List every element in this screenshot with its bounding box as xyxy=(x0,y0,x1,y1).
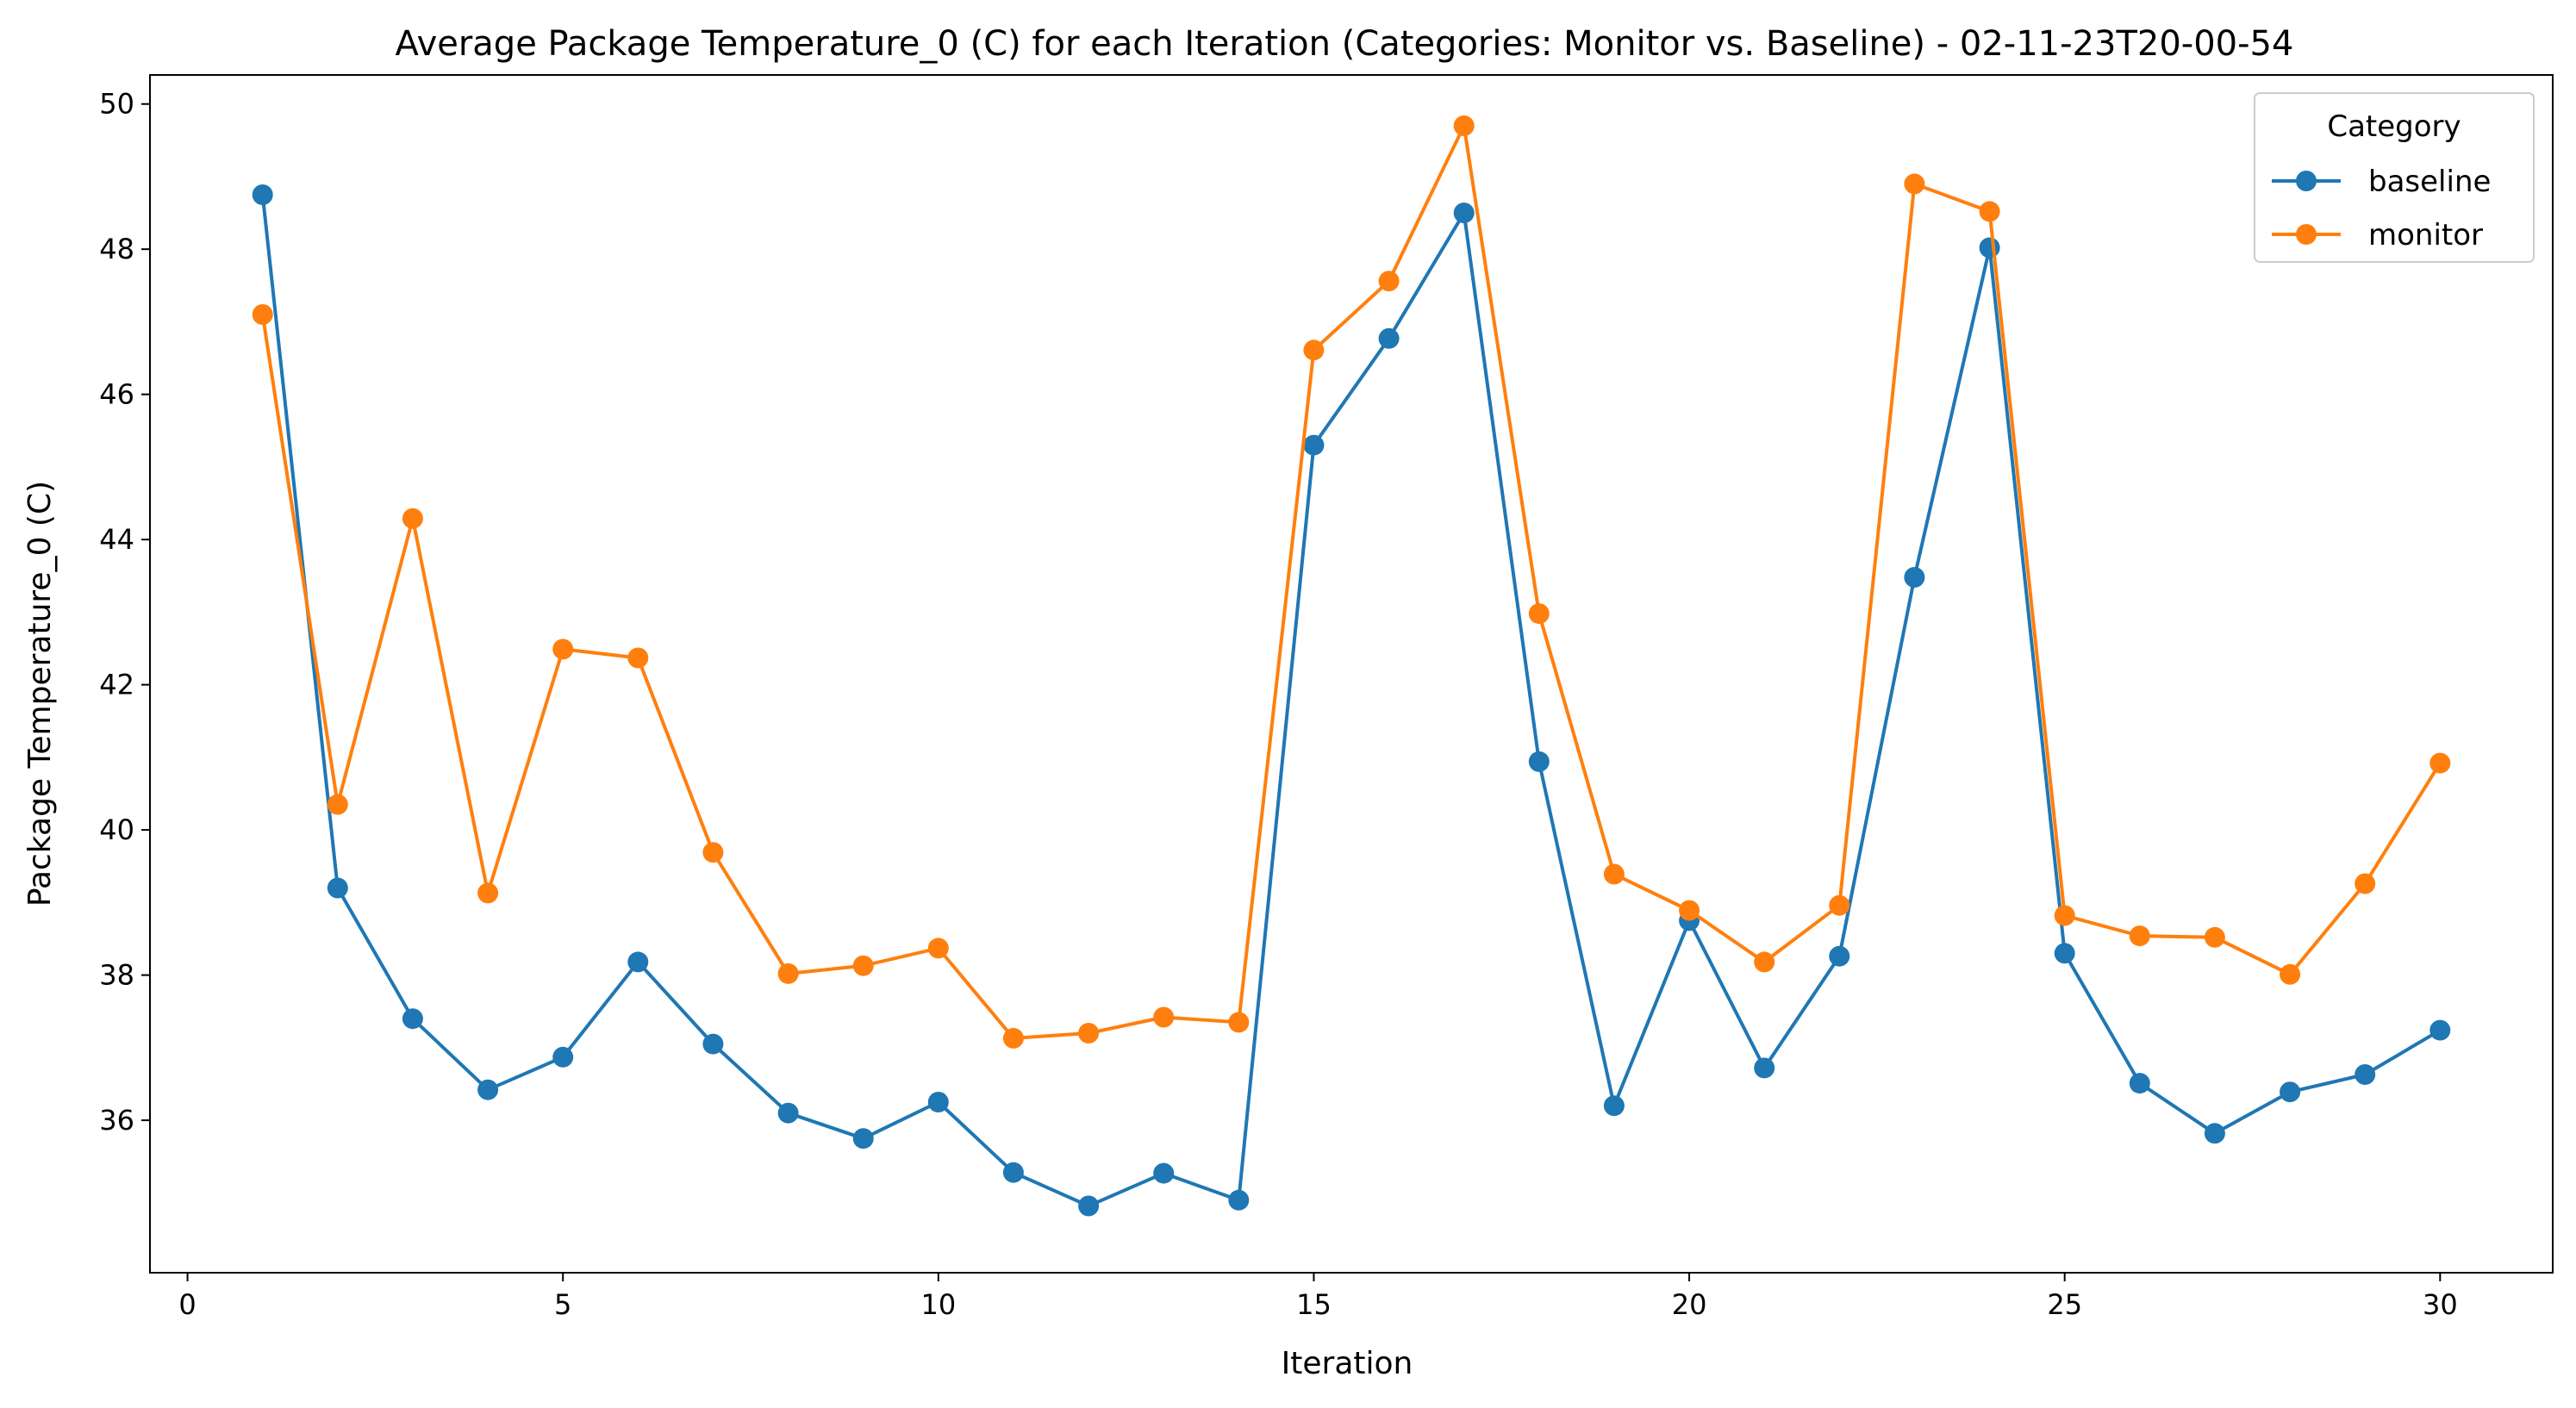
data-point-monitor xyxy=(252,304,273,325)
data-point-baseline xyxy=(552,1046,574,1068)
legend-marker-monitor xyxy=(2296,224,2317,245)
x-tick-label: 5 xyxy=(554,1288,571,1321)
data-point-monitor xyxy=(927,938,949,959)
data-point-monitor xyxy=(1002,1027,1024,1049)
axes-frame xyxy=(149,74,2554,1274)
data-point-baseline xyxy=(1378,327,1400,349)
x-tick-label: 30 xyxy=(2423,1288,2458,1321)
data-point-baseline xyxy=(1153,1162,1175,1184)
data-point-baseline xyxy=(1002,1162,1024,1183)
data-point-monitor xyxy=(2355,873,2376,894)
y-tick-label: 50 xyxy=(99,88,134,121)
data-point-monitor xyxy=(702,842,724,863)
x-tick-label: 15 xyxy=(1296,1288,1332,1321)
legend-title: Category xyxy=(2327,109,2461,144)
y-tick-label: 42 xyxy=(99,669,134,701)
x-tick-label: 20 xyxy=(1672,1288,1707,1321)
data-point-monitor xyxy=(627,647,649,669)
data-point-monitor xyxy=(2129,925,2150,947)
data-point-baseline xyxy=(2429,1019,2451,1041)
x-tick-label: 10 xyxy=(920,1288,956,1321)
data-point-monitor xyxy=(1979,201,2000,222)
legend-label-baseline: baseline xyxy=(2368,165,2491,199)
data-point-baseline xyxy=(1078,1195,1100,1217)
data-point-monitor xyxy=(1153,1006,1175,1028)
series-line-baseline xyxy=(260,194,2442,1208)
data-point-monitor xyxy=(2204,926,2225,948)
plot-area xyxy=(149,74,2554,1274)
y-tick-label: 46 xyxy=(99,378,134,411)
y-axis-title: Package Temperature_0 (C) xyxy=(22,481,58,906)
x-tick-label: 0 xyxy=(178,1288,196,1321)
y-tick-label: 48 xyxy=(99,233,134,265)
data-point-monitor xyxy=(852,955,874,976)
legend-label-monitor: monitor xyxy=(2368,218,2483,252)
data-point-monitor xyxy=(477,882,499,904)
data-point-baseline xyxy=(1829,945,1850,967)
x-axis-title: Iteration xyxy=(1282,1346,1413,1381)
data-point-baseline xyxy=(2280,1081,2301,1103)
data-point-baseline xyxy=(852,1128,874,1149)
data-point-monitor xyxy=(777,963,799,984)
x-axis: 0 5 10 15 20 25 30 xyxy=(178,1273,2458,1321)
data-point-baseline xyxy=(402,1008,423,1030)
data-point-baseline xyxy=(2129,1073,2150,1094)
data-point-monitor xyxy=(1754,951,1775,973)
data-point-baseline xyxy=(777,1102,799,1124)
data-point-monitor xyxy=(1378,271,1400,292)
data-point-baseline xyxy=(1453,202,1475,224)
data-point-baseline xyxy=(1603,1095,1625,1117)
y-tick-label: 40 xyxy=(99,813,134,846)
data-point-monitor xyxy=(1228,1012,1250,1033)
data-point-monitor xyxy=(1679,900,1700,921)
x-tick-label: 25 xyxy=(2047,1288,2082,1321)
data-point-monitor xyxy=(1078,1023,1100,1044)
data-point-monitor xyxy=(327,794,348,815)
data-point-monitor xyxy=(2054,905,2075,926)
data-point-baseline xyxy=(702,1033,724,1055)
data-point-monitor xyxy=(1603,863,1625,885)
data-point-baseline xyxy=(927,1092,949,1112)
data-point-baseline xyxy=(1303,434,1325,456)
data-point-baseline xyxy=(327,877,348,899)
data-point-baseline xyxy=(1979,237,2000,259)
legend: Category baseline monitor xyxy=(2254,92,2535,263)
legend-marker-baseline xyxy=(2296,171,2317,191)
data-point-monitor xyxy=(402,508,423,529)
data-point-baseline xyxy=(2204,1123,2225,1144)
data-point-baseline xyxy=(1904,567,1925,588)
chart-title: Average Package Temperature_0 (C) for ea… xyxy=(396,24,2294,64)
data-point-baseline xyxy=(1754,1057,1775,1079)
y-axis: 36 38 40 42 44 46 48 50 xyxy=(99,88,150,1137)
y-tick-label: 44 xyxy=(99,523,134,556)
y-tick-label: 36 xyxy=(99,1104,134,1137)
data-point-baseline xyxy=(627,951,649,973)
y-tick-label: 38 xyxy=(99,959,134,992)
data-point-baseline xyxy=(2355,1064,2376,1085)
data-point-monitor xyxy=(2280,963,2301,985)
series-line-monitor xyxy=(260,124,2442,1040)
data-point-baseline xyxy=(477,1079,499,1100)
data-point-baseline xyxy=(1528,751,1550,772)
legend-box xyxy=(2254,92,2535,263)
data-point-baseline xyxy=(2054,943,2075,964)
data-point-monitor xyxy=(552,639,574,660)
data-point-monitor xyxy=(1528,603,1550,625)
data-point-monitor xyxy=(1453,115,1475,136)
data-point-monitor xyxy=(2429,752,2451,774)
data-point-monitor xyxy=(1829,894,1850,916)
data-point-baseline xyxy=(1228,1189,1250,1211)
data-point-monitor xyxy=(1904,173,1925,195)
data-point-baseline xyxy=(252,184,273,205)
data-point-monitor xyxy=(1303,340,1325,361)
